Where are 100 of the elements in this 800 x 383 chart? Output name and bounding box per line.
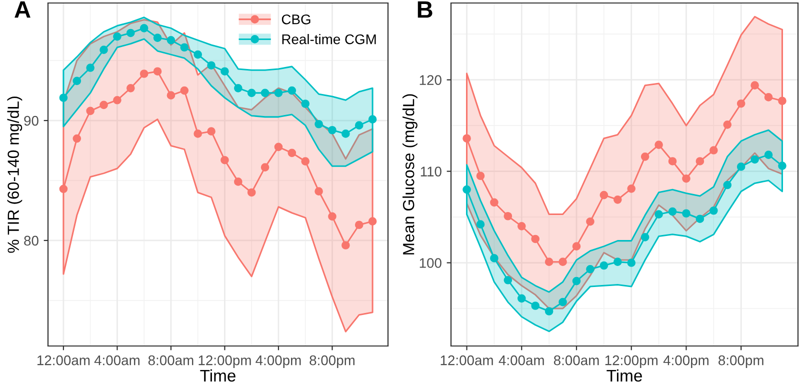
point: [640, 232, 650, 242]
point: [166, 91, 176, 100]
point: [709, 206, 718, 215]
point: [153, 67, 162, 76]
point: [544, 307, 554, 316]
point: [59, 94, 68, 102]
point: [778, 162, 786, 170]
point: [723, 180, 732, 190]
point: [368, 217, 377, 226]
y-tick-label: 90: [24, 116, 38, 126]
point: [504, 276, 512, 284]
point: [696, 214, 704, 224]
point: [153, 34, 162, 42]
point: [113, 32, 122, 41]
y-tick-label: 80: [24, 236, 38, 246]
point: [696, 157, 704, 166]
y-tick-label: 120: [420, 75, 442, 85]
point: [354, 121, 364, 130]
point: [654, 210, 663, 218]
point: [750, 155, 759, 164]
point: [517, 222, 526, 230]
point: [301, 157, 310, 166]
point: [462, 134, 471, 143]
point: [288, 148, 296, 158]
point: [260, 88, 270, 98]
point: [113, 96, 122, 104]
point: [194, 130, 202, 138]
point: [274, 88, 283, 98]
point: [750, 81, 759, 90]
legend-label: CBG: [282, 14, 310, 24]
y-tick-label: 110: [420, 166, 442, 176]
x-tick-label: 12:00am: [440, 355, 493, 366]
point: [736, 99, 746, 108]
point: [86, 64, 94, 72]
legend-label: Real-time CGM: [282, 34, 376, 44]
point: [180, 43, 189, 52]
x-tick-label: 8:00pm: [718, 355, 764, 368]
point: [342, 241, 350, 250]
x-tick-label: 4:00am: [94, 355, 140, 366]
point: [72, 134, 82, 143]
point: [586, 217, 594, 226]
point: [462, 185, 471, 194]
point: [328, 212, 336, 221]
x-axis-title: Time: [606, 369, 642, 382]
x-tick-label: 4:00pm: [663, 355, 708, 368]
point: [627, 258, 636, 267]
point: [517, 294, 526, 303]
x-axis-title: Time: [200, 369, 236, 382]
x-tick-label: 8:00am: [554, 355, 599, 366]
point: [476, 220, 485, 229]
point: [668, 207, 677, 216]
point: [220, 67, 229, 76]
point: [301, 100, 310, 108]
point: [572, 276, 581, 286]
x-tick-label: 4:00pm: [256, 355, 301, 368]
point: [586, 265, 594, 274]
point: [558, 258, 567, 266]
point: [709, 146, 718, 154]
y-axis-title: % TIR (60-140 mg/dL): [7, 96, 22, 253]
chart-title: A: [14, 1, 30, 18]
point: [100, 46, 108, 54]
x-tick-label: 4:00am: [498, 355, 544, 366]
point: [764, 150, 773, 159]
point: [86, 106, 94, 116]
point: [736, 162, 746, 171]
point: [531, 234, 540, 244]
point: [600, 261, 608, 270]
point: [531, 302, 540, 310]
x-tick-label: 8:00pm: [310, 355, 354, 368]
point: [723, 120, 732, 129]
point: [600, 190, 608, 200]
point: [572, 242, 581, 250]
point: [180, 86, 189, 95]
point: [342, 130, 350, 138]
point: [274, 142, 283, 152]
point: [778, 96, 786, 106]
point: [234, 84, 242, 92]
point: [476, 172, 485, 180]
point: [126, 28, 135, 38]
point: [682, 174, 690, 183]
point: [220, 156, 229, 164]
point: [234, 178, 242, 186]
point: [126, 84, 135, 92]
x-tick-label: 12:00pm: [198, 355, 251, 368]
point: [140, 70, 148, 78]
point: [627, 184, 636, 193]
point: [640, 152, 650, 161]
point: [260, 163, 270, 172]
point: [288, 86, 296, 95]
point: [368, 115, 377, 124]
point: [247, 88, 256, 98]
point: [544, 258, 554, 266]
point: [354, 220, 364, 230]
y-axis-title: Mean Glucose (mg/dL): [402, 94, 418, 254]
point: [59, 184, 68, 194]
point: [140, 24, 148, 32]
point: [247, 188, 256, 197]
point: [558, 298, 567, 306]
point: [490, 198, 498, 207]
x-tick-label: 8:00am: [148, 355, 194, 366]
